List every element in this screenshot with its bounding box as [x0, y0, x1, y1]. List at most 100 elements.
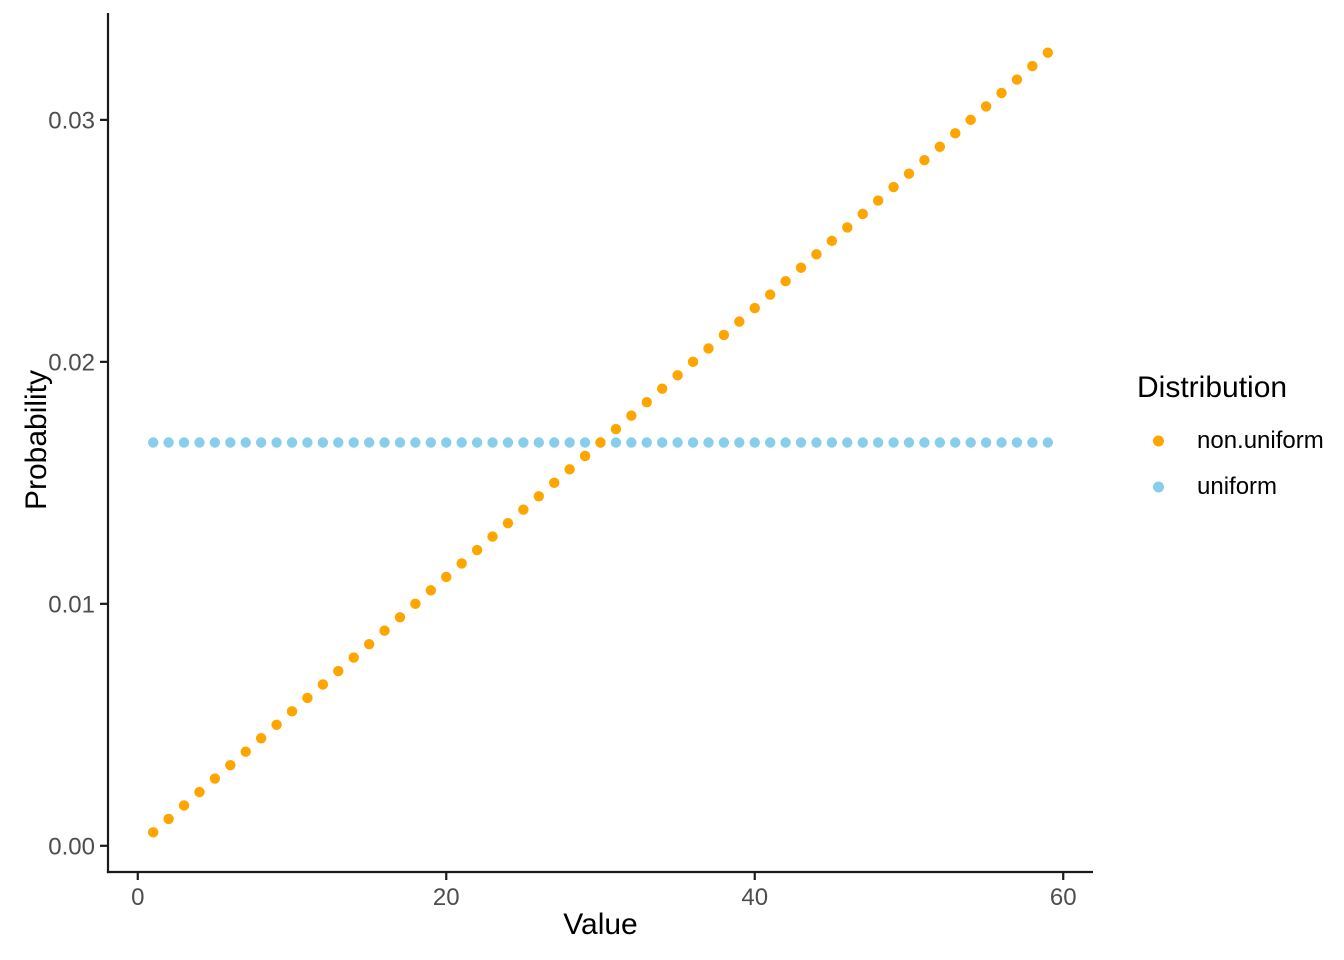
data-point-non.uniform [425, 585, 437, 596]
data-point-non.uniform [579, 450, 591, 462]
data-point-non.uniform [687, 356, 699, 368]
data-point-non.uniform [610, 423, 622, 435]
x-tick-label: 40 [741, 884, 768, 911]
data-point-uniform [888, 437, 899, 448]
data-point-uniform [194, 437, 205, 448]
data-point-non.uniform [518, 504, 529, 515]
y-tick-label: 0.03 [48, 107, 95, 134]
data-point-non.uniform [980, 101, 992, 112]
data-point-uniform [903, 437, 915, 448]
data-point-non.uniform [656, 383, 668, 394]
data-point-non.uniform [965, 114, 976, 126]
data-point-non.uniform [471, 544, 483, 556]
data-point-non.uniform [919, 155, 930, 166]
non-uniform-point-icon [1153, 435, 1164, 447]
data-point-uniform [363, 437, 375, 448]
data-point-uniform [425, 437, 437, 448]
data-point-uniform [811, 437, 822, 448]
data-point-non.uniform [934, 141, 946, 152]
data-point-non.uniform [795, 262, 807, 273]
data-point-uniform [549, 437, 560, 448]
data-point-uniform [842, 437, 853, 448]
data-point-non.uniform [302, 692, 313, 704]
uniform-point-icon [1153, 481, 1164, 493]
data-point-non.uniform [641, 396, 652, 408]
data-point-uniform [610, 437, 622, 448]
data-point-uniform [302, 437, 313, 448]
data-point-non.uniform [1011, 74, 1023, 85]
data-point-non.uniform [734, 316, 745, 327]
data-point-uniform [934, 437, 946, 448]
data-point-non.uniform [163, 813, 174, 825]
data-point-non.uniform [996, 87, 1007, 99]
data-point-uniform [487, 437, 498, 448]
data-point-non.uniform [718, 329, 730, 341]
legend-label-non-uniform: non.uniform [1197, 427, 1324, 454]
data-point-non.uniform [626, 410, 637, 421]
x-tick-label: 0 [131, 884, 144, 911]
legend-item-uniform: uniform [1120, 464, 1344, 510]
data-point-uniform [394, 437, 406, 448]
data-point-non.uniform [564, 464, 575, 475]
data-point-uniform [178, 437, 190, 448]
data-point-non.uniform [240, 746, 251, 757]
data-point-uniform [687, 437, 699, 448]
x-tick-label: 20 [433, 884, 460, 911]
data-point-uniform [656, 437, 668, 448]
legend-label-uniform: uniform [1197, 473, 1278, 500]
data-point-uniform [579, 437, 591, 448]
data-point-non.uniform [209, 773, 221, 784]
data-point-uniform [471, 437, 483, 448]
data-point-non.uniform [903, 168, 915, 179]
data-point-non.uniform [549, 477, 560, 489]
data-point-uniform [1042, 437, 1054, 448]
data-point-uniform [1011, 437, 1023, 448]
data-point-non.uniform [826, 235, 838, 247]
data-point-uniform [456, 437, 467, 448]
data-point-uniform [317, 437, 329, 448]
data-point-non.uniform [1042, 47, 1054, 58]
data-point-uniform [255, 437, 267, 448]
data-point-non.uniform [194, 786, 205, 798]
x-tick-label: 60 [1050, 884, 1077, 911]
data-point-uniform [1027, 437, 1038, 448]
data-point-non.uniform [749, 302, 760, 314]
data-point-uniform [163, 437, 174, 448]
data-point-uniform [872, 437, 884, 448]
y-tick-label: 0.00 [48, 833, 95, 860]
data-point-uniform [826, 437, 838, 448]
data-point-uniform [734, 437, 745, 448]
data-point-non.uniform [286, 706, 298, 717]
data-point-uniform [980, 437, 992, 448]
data-point-non.uniform [348, 652, 359, 663]
data-point-non.uniform [317, 679, 329, 690]
data-point-uniform [379, 437, 390, 448]
data-point-non.uniform [703, 343, 714, 354]
data-point-uniform [533, 437, 545, 448]
y-tick-label: 0.02 [48, 349, 95, 376]
data-point-non.uniform [857, 208, 868, 220]
data-point-uniform [718, 437, 730, 448]
data-point-non.uniform [811, 249, 822, 260]
data-point-uniform [564, 437, 575, 448]
data-point-non.uniform [672, 370, 683, 381]
data-point-uniform [857, 437, 868, 448]
y-axis-title: Probability [20, 369, 53, 511]
data-point-non.uniform [456, 558, 467, 569]
data-point-uniform [271, 437, 282, 448]
data-point-uniform [209, 437, 221, 448]
y-tick-label: 0.01 [48, 591, 95, 618]
data-point-uniform [225, 437, 236, 448]
data-point-non.uniform [147, 827, 159, 838]
data-point-uniform [286, 437, 298, 448]
data-point-uniform [780, 437, 791, 448]
data-point-uniform [333, 437, 344, 448]
x-axis-title: Value [563, 908, 638, 941]
data-point-uniform [626, 437, 637, 448]
data-point-non.uniform [379, 625, 390, 636]
data-point-uniform [764, 437, 776, 448]
data-point-uniform [795, 437, 807, 448]
legend-title: Distribution [1137, 371, 1288, 404]
